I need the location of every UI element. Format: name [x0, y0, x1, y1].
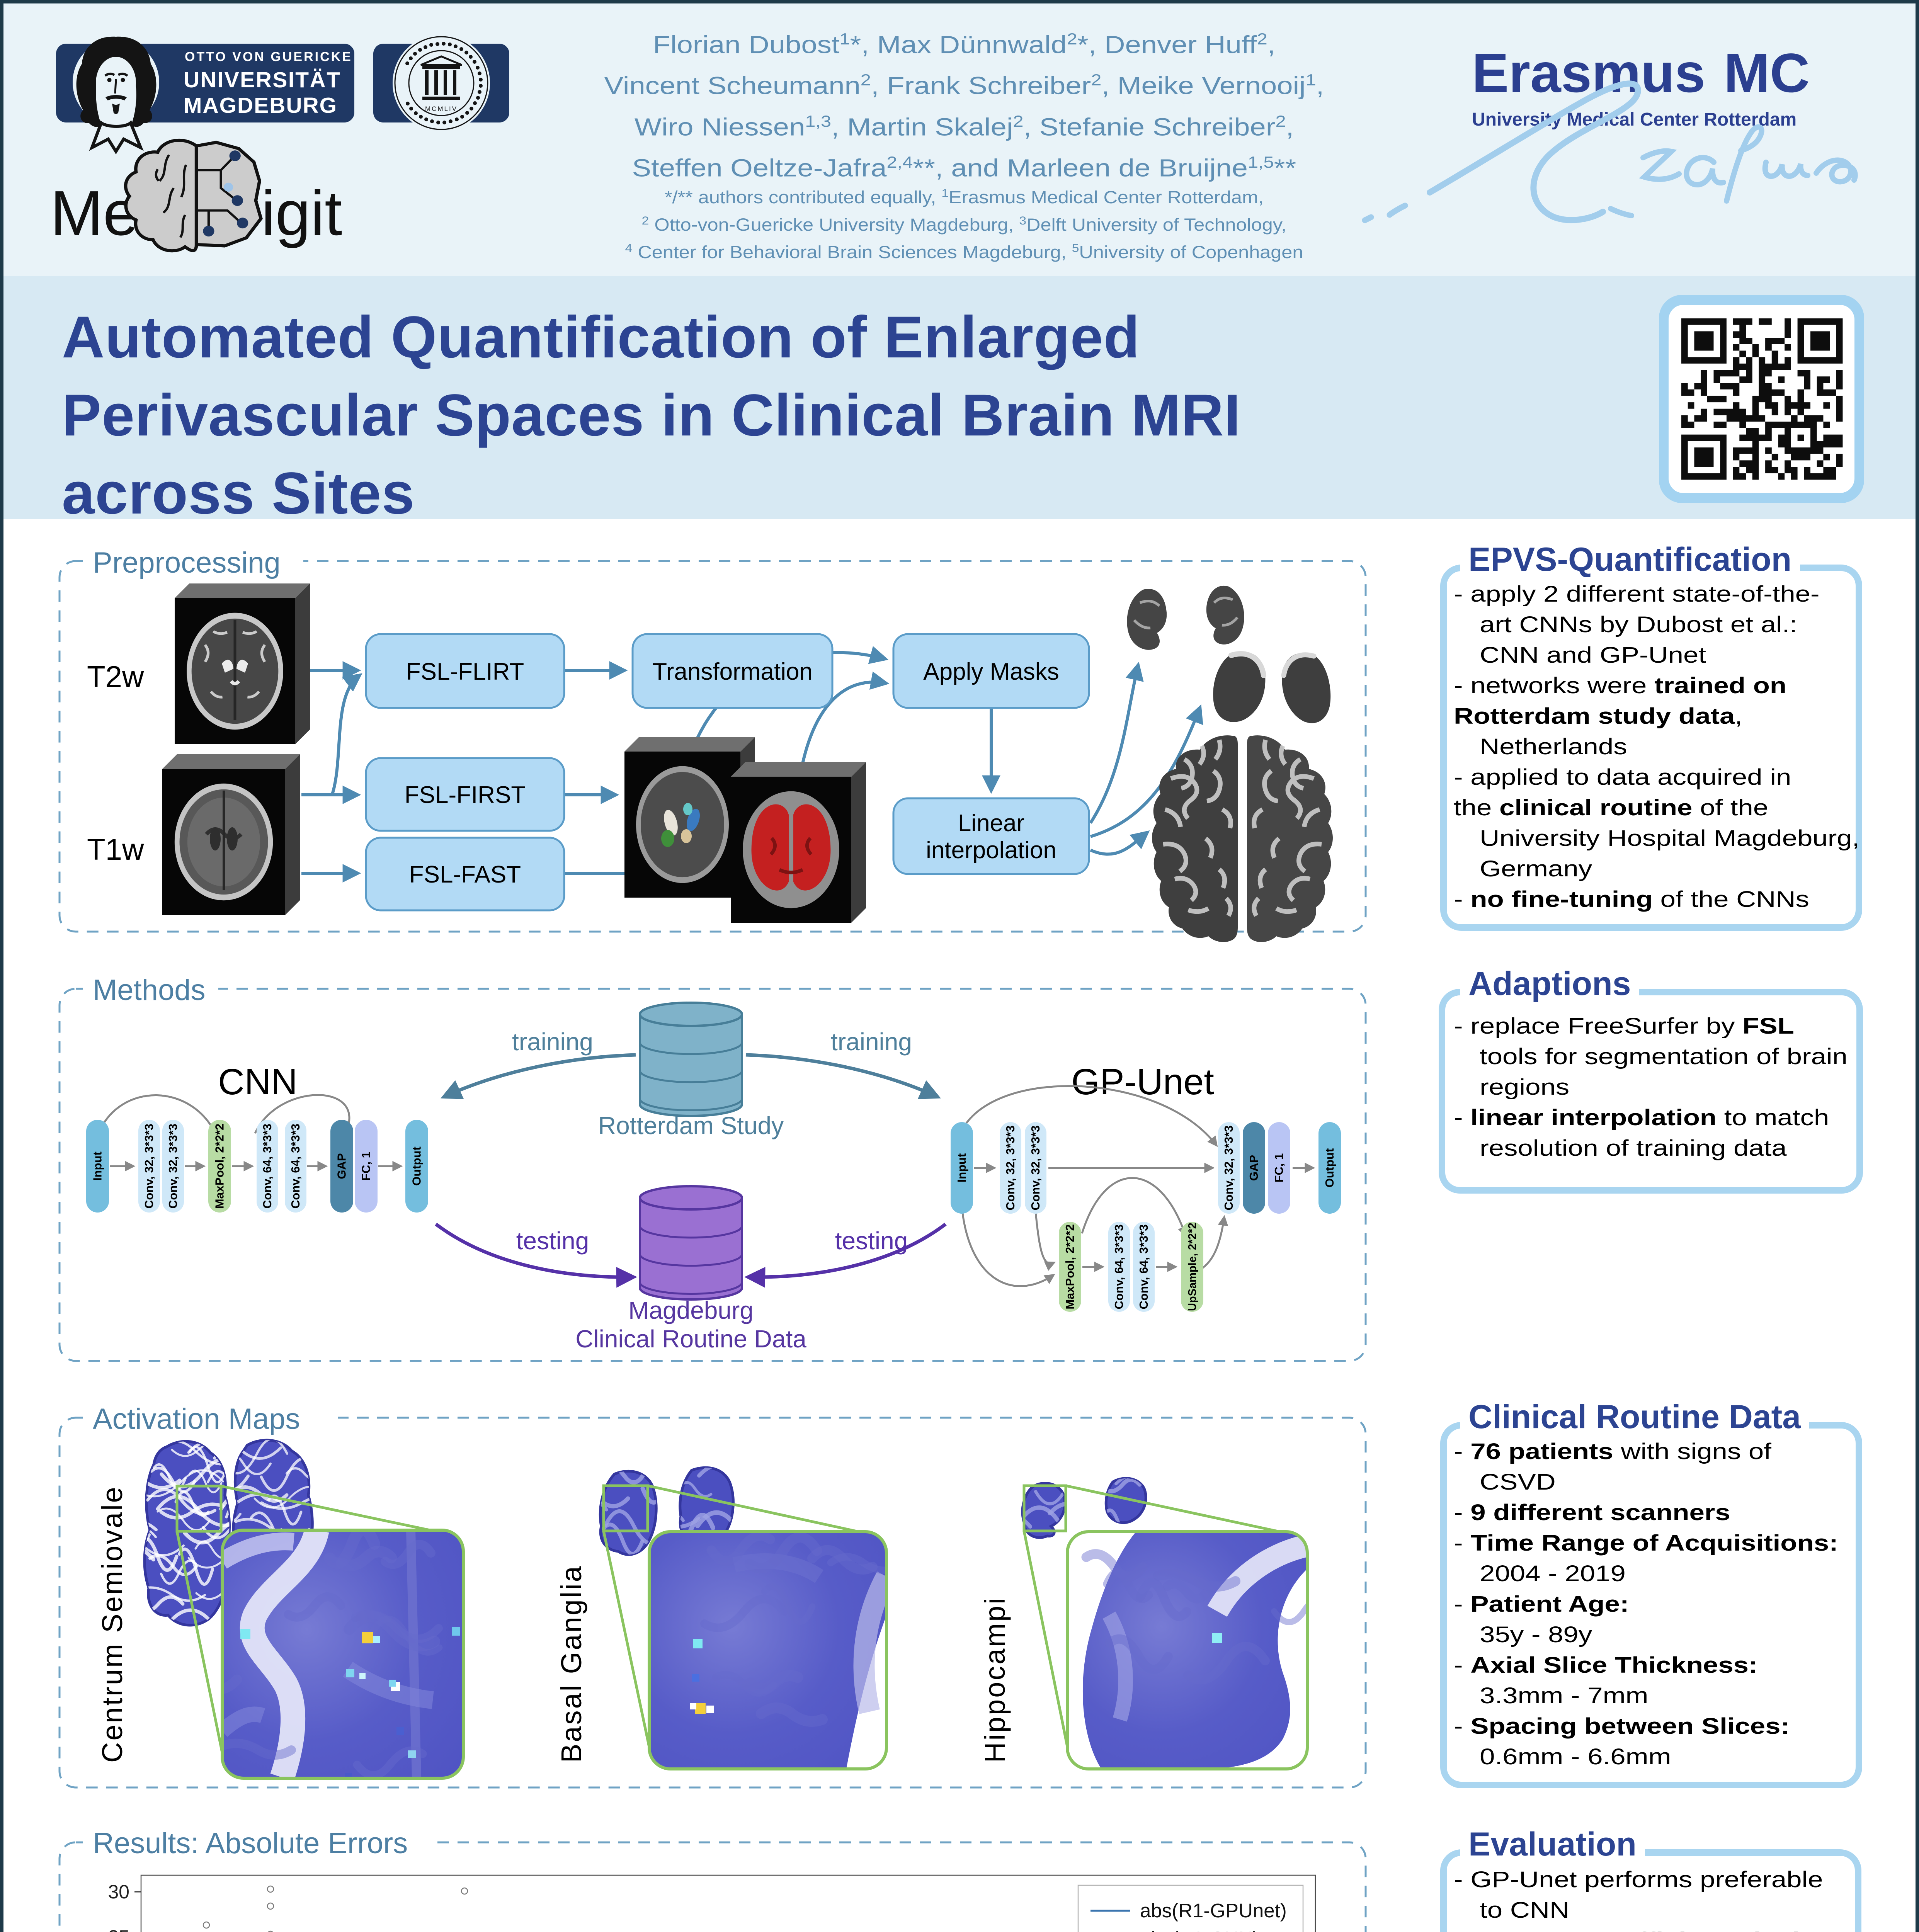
- svg-text:Conv, 64, 3*3*3: Conv, 64, 3*3*3: [289, 1124, 302, 1209]
- svg-text:Conv, 64, 3*3*3: Conv, 64, 3*3*3: [1137, 1225, 1150, 1310]
- svg-text:Input: Input: [955, 1153, 968, 1183]
- svg-text:Clinical Routine Data: Clinical Routine Data: [575, 1325, 806, 1353]
- svg-text:Output: Output: [1323, 1148, 1336, 1188]
- svg-text:UpSample, 2*2*2: UpSample, 2*2*2: [1186, 1223, 1199, 1311]
- svg-text:Rotterdam Study: Rotterdam Study: [598, 1112, 784, 1139]
- svg-text:Input: Input: [91, 1151, 104, 1181]
- svg-text:Activation Maps: Activation Maps: [93, 1403, 300, 1435]
- svg-text:training: training: [512, 1028, 593, 1056]
- svg-text:Conv, 32, 3*3*3: Conv, 32, 3*3*3: [142, 1124, 156, 1209]
- svg-text:Magdeburg: Magdeburg: [628, 1296, 754, 1324]
- svg-text:OTTO VON GUERICKE: OTTO VON GUERICKE: [185, 49, 352, 64]
- svg-text:FC, 1: FC, 1: [1272, 1153, 1286, 1183]
- svg-text:Apply Masks: Apply Masks: [923, 658, 1059, 685]
- svg-text:Methods: Methods: [93, 974, 206, 1007]
- svg-text:CNN: CNN: [218, 1061, 298, 1102]
- svg-text:Results: Absolute Errors: Results: Absolute Errors: [93, 1827, 408, 1860]
- svg-text:FSL-FLIRT: FSL-FLIRT: [406, 658, 524, 685]
- svg-text:abs(R1-CNN): abs(R1-CNN): [1140, 1928, 1259, 1932]
- svg-text:FSL-FAST: FSL-FAST: [409, 861, 521, 888]
- svg-text:MaxPool, 2*2*2: MaxPool, 2*2*2: [1063, 1224, 1077, 1310]
- svg-text:testing: testing: [516, 1227, 589, 1255]
- svg-text:Hippocampi: Hippocampi: [979, 1596, 1011, 1763]
- svg-text:FSL-FIRST: FSL-FIRST: [405, 782, 526, 808]
- svg-text:GP-Unet: GP-Unet: [1071, 1061, 1214, 1102]
- svg-text:Conv, 32, 3*3*3: Conv, 32, 3*3*3: [1004, 1126, 1017, 1211]
- svg-text:igit: igit: [261, 178, 342, 248]
- svg-text:Preprocessing: Preprocessing: [93, 546, 281, 579]
- svg-text:30: 30: [108, 1881, 129, 1903]
- svg-text:Transformation: Transformation: [652, 658, 813, 685]
- svg-text:abs(R1-GPUnet): abs(R1-GPUnet): [1140, 1900, 1287, 1922]
- svg-text:Conv, 32, 3*3*3: Conv, 32, 3*3*3: [1029, 1126, 1042, 1211]
- svg-text:testing: testing: [835, 1227, 908, 1255]
- svg-text:Output: Output: [410, 1146, 424, 1186]
- svg-text:Basal Ganglia: Basal Ganglia: [555, 1565, 587, 1763]
- svg-text:Linear: Linear: [958, 810, 1024, 837]
- svg-text:T2w: T2w: [87, 660, 144, 694]
- svg-text:FC, 1: FC, 1: [359, 1151, 373, 1181]
- svg-text:MAGDEBURG: MAGDEBURG: [184, 93, 337, 118]
- svg-text:UNIVERSITÄT: UNIVERSITÄT: [184, 68, 341, 92]
- svg-text:Conv, 32, 3*3*3: Conv, 32, 3*3*3: [166, 1124, 180, 1209]
- svg-text:GAP: GAP: [1247, 1155, 1261, 1181]
- svg-text:Centrum Semiovale: Centrum Semiovale: [96, 1485, 128, 1763]
- svg-text:training: training: [831, 1028, 912, 1056]
- svg-text:T1w: T1w: [87, 832, 144, 866]
- svg-text:Conv, 64, 3*3*3: Conv, 64, 3*3*3: [1112, 1225, 1126, 1310]
- svg-text:MaxPool, 2*2*2: MaxPool, 2*2*2: [213, 1124, 226, 1209]
- svg-text:interpolation: interpolation: [926, 837, 1056, 864]
- svg-text:Conv, 32, 3*3*3: Conv, 32, 3*3*3: [1222, 1126, 1235, 1211]
- svg-text:25: 25: [108, 1926, 129, 1932]
- svg-text:Me: Me: [50, 178, 138, 248]
- svg-text:MCMLIV: MCMLIV: [425, 105, 458, 112]
- svg-text:Conv, 64, 3*3*3: Conv, 64, 3*3*3: [260, 1124, 274, 1209]
- svg-text:GAP: GAP: [335, 1153, 349, 1179]
